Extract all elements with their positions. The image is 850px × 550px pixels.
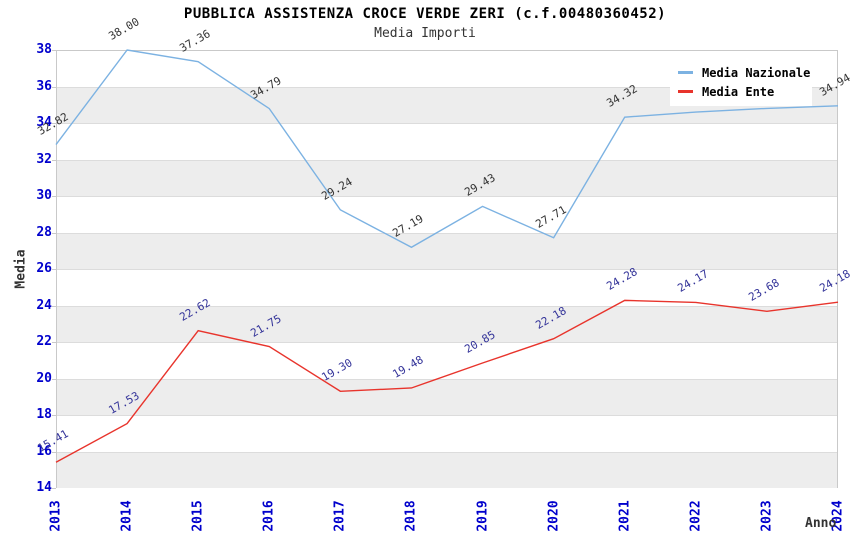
y-tick-mark	[52, 415, 56, 416]
legend-item-media-ente: Media Ente	[678, 82, 806, 101]
x-tick-label: 2017	[332, 500, 348, 532]
y-tick-label: 34	[36, 115, 52, 130]
y-tick-label: 30	[36, 188, 52, 203]
grid-band	[57, 305, 837, 342]
x-axis-title: Anno	[805, 516, 837, 531]
legend-label-media-nazionale: Media Nazionale	[702, 65, 811, 80]
y-tick-mark	[52, 305, 56, 307]
x-tick-label: 2016	[261, 500, 277, 532]
grid-line	[57, 269, 837, 270]
grid-band	[57, 378, 837, 415]
grid-line	[57, 196, 837, 197]
x-tick-label: 2022	[688, 500, 704, 532]
grid-line	[57, 415, 837, 416]
y-tick-mark	[52, 196, 56, 197]
x-tick-label: 2018	[403, 500, 419, 532]
y-tick-mark	[52, 488, 56, 489]
y-tick-mark	[52, 123, 56, 124]
y-tick-mark	[52, 50, 56, 51]
y-tick-mark	[52, 159, 56, 161]
y-tick-label: 20	[36, 370, 52, 386]
grid-line	[57, 342, 837, 343]
legend-swatch-media-nazionale	[678, 71, 693, 74]
grid-line	[57, 451, 837, 453]
y-tick-label: 14	[36, 480, 52, 495]
x-tick-label: 2013	[48, 500, 64, 532]
x-tick-label: 2023	[759, 500, 775, 532]
y-tick-mark	[52, 378, 56, 380]
grid-line	[57, 305, 837, 307]
y-tick-label: 36	[36, 78, 52, 94]
y-tick-mark	[52, 342, 56, 343]
x-tick-label: 2020	[546, 500, 562, 532]
grid-line	[57, 378, 837, 380]
x-tick-label: 2021	[617, 500, 633, 532]
grid-line	[57, 123, 837, 124]
y-tick-label: 24	[36, 297, 52, 313]
legend-label-media-ente: Media Ente	[702, 84, 775, 99]
y-tick-label: 32	[36, 151, 52, 167]
y-tick-label: 26	[36, 261, 52, 276]
y-tick-mark	[52, 232, 56, 234]
y-tick-label: 38	[36, 42, 52, 57]
grid-line	[57, 232, 837, 234]
chart-title: PUBBLICA ASSISTENZA CROCE VERDE ZERI (c.…	[183, 6, 667, 22]
grid-band	[57, 159, 837, 196]
y-tick-label: 16	[36, 443, 52, 459]
y-tick-mark	[52, 269, 56, 270]
grid-band	[57, 451, 837, 488]
grid-band	[57, 232, 837, 269]
legend: Media Nazionale Media Ente	[670, 58, 812, 106]
y-tick-mark	[52, 86, 56, 88]
grid-line	[57, 159, 837, 161]
legend-swatch-media-ente	[678, 90, 693, 93]
y-tick-label: 22	[36, 334, 52, 349]
y-tick-label: 18	[36, 407, 52, 422]
y-axis-title: Media	[13, 249, 29, 289]
x-tick-label: 2014	[119, 500, 135, 532]
chart-subtitle: Media Importi	[374, 26, 476, 41]
plot-area	[56, 50, 838, 488]
x-tick-label: 2019	[475, 500, 491, 532]
legend-item-media-nazionale: Media Nazionale	[678, 63, 810, 82]
y-tick-mark	[52, 451, 56, 453]
x-tick-label: 2015	[190, 500, 206, 532]
y-tick-label: 28	[36, 224, 52, 240]
